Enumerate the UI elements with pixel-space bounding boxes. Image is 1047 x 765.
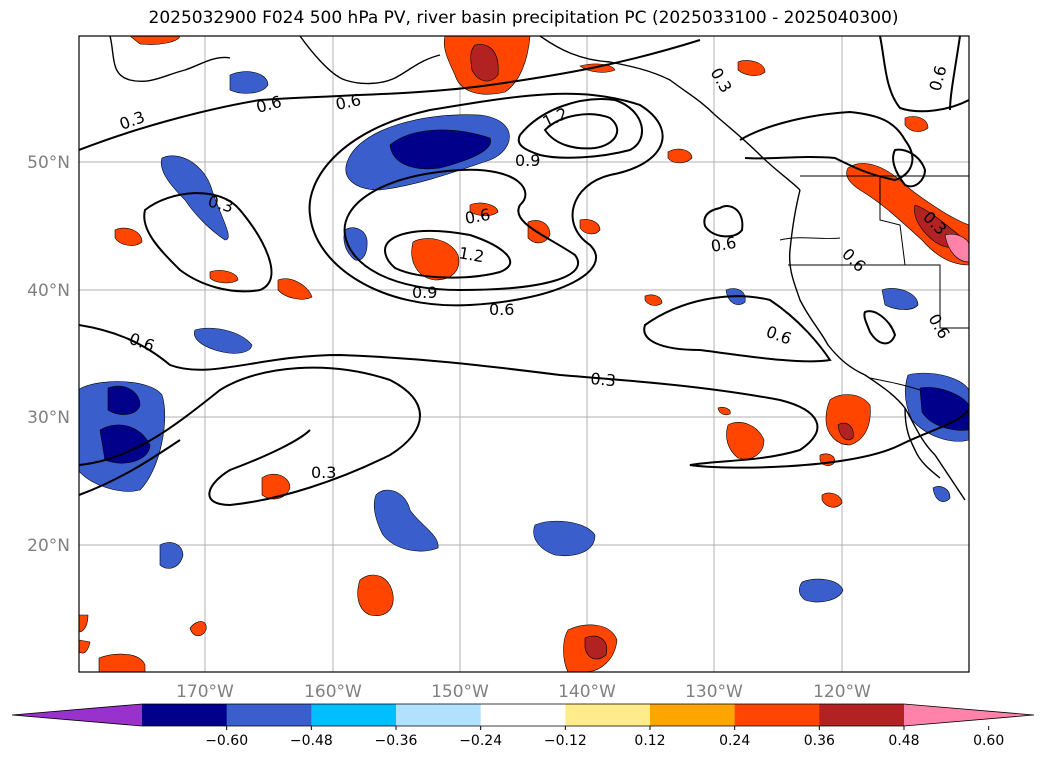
colorbar-tick-label: −0.48	[290, 733, 333, 749]
colorbar-tick-label: 0.12	[634, 733, 665, 749]
colorbar-max-extension	[904, 704, 1034, 726]
colorbar-tick-label: −0.60	[205, 733, 248, 749]
colorbar-segment	[226, 704, 312, 726]
contour-label: 0.3	[311, 463, 336, 482]
contour-label: 0.9	[515, 151, 540, 170]
colorbar-min-extension	[12, 704, 142, 726]
contour-label: 0.6	[463, 205, 491, 228]
latitude-labels: 50°N 40°N 30°N 20°N	[27, 153, 70, 556]
colorbar: −0.60 −0.48 −0.36 −0.24 −0.12 0.12 0.24 0.36 0.4…	[11, 703, 1035, 749]
colorbar-segment	[311, 704, 397, 726]
pv-contours	[79, 36, 969, 507]
longitude-labels: 170°W 160°W 150°W 140°W 130°W 120°W	[176, 682, 871, 702]
colorbar-tick-label: 0.24	[719, 733, 750, 749]
colorbar-tick-label: 0.60	[973, 733, 1004, 749]
lat-label: 40°N	[27, 281, 70, 301]
map-frame	[79, 36, 969, 672]
lat-label: 50°N	[27, 153, 70, 173]
contour-label: 0.6	[334, 90, 363, 114]
colorbar-segment	[565, 704, 651, 726]
lon-label: 160°W	[304, 682, 362, 702]
colorbar-tick-label: −0.12	[544, 733, 587, 749]
colorbar-segment	[396, 704, 482, 726]
colorbar-segment	[480, 704, 566, 726]
colorbar-segment	[734, 704, 820, 726]
colorbar-segment	[142, 704, 228, 726]
map-frame-border	[78, 35, 970, 673]
lon-label: 150°W	[431, 682, 489, 702]
lon-label: 120°W	[813, 682, 871, 702]
colorbar-tick-label: −0.24	[459, 733, 502, 749]
gridlines	[79, 36, 969, 672]
colorbar-outline	[11, 703, 1035, 727]
lon-label: 170°W	[176, 682, 234, 702]
lat-label: 20°N	[27, 536, 70, 556]
colorbar-tick-label: −0.36	[375, 733, 418, 749]
contour-label: 0.6	[709, 233, 737, 256]
contour-label: 0.9	[412, 283, 437, 302]
contour-label: 0.3	[590, 369, 617, 390]
colorbar-segment	[650, 704, 736, 726]
colorbar-segment	[819, 704, 905, 726]
colorbar-tick-label: 0.36	[804, 733, 835, 749]
contour-label: 0.6	[489, 300, 514, 319]
lon-label: 130°W	[685, 682, 743, 702]
political-borders	[779, 175, 969, 391]
colorbar-tick-label: 0.48	[888, 733, 919, 749]
lon-label: 140°W	[558, 682, 616, 702]
contour-label: 1.2	[457, 243, 485, 266]
chart-title: 2025032900 F024 500 hPa PV, river basin …	[148, 8, 899, 28]
lat-label: 30°N	[27, 408, 70, 428]
coastlines	[109, 36, 966, 501]
